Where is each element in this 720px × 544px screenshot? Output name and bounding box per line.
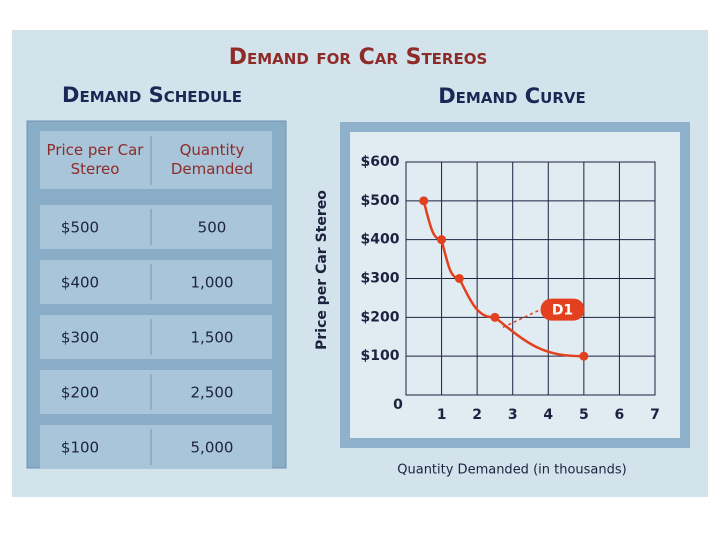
cell-text: 1,000 [191, 274, 234, 292]
header-wrap: Price per Car Stereo [46, 141, 144, 178]
x-tick-label: 3 [508, 407, 518, 423]
header-text: Quantity Demanded [170, 141, 254, 178]
row-cell [40, 315, 272, 359]
data-point [419, 196, 429, 206]
y-tick-label: $100 [361, 348, 400, 364]
x-tick-label: 5 [579, 407, 589, 423]
row-cell [40, 205, 272, 249]
header-text: Price per Car Stereo [46, 141, 144, 178]
y-tick-label: $600 [361, 154, 400, 170]
cell-text: 2,500 [191, 384, 234, 402]
chart-title: Demand Curve [438, 84, 586, 108]
y-tick-label: 0 [393, 397, 403, 413]
x-tick-label: 1 [437, 407, 447, 423]
data-point [579, 351, 589, 361]
demand-curve [422, 200, 584, 358]
schedule-title: Demand Schedule [62, 83, 242, 107]
header-cell [40, 131, 272, 189]
label-box [540, 298, 585, 321]
cell-text: 1,500 [191, 329, 234, 347]
plot-panel [350, 132, 680, 438]
cell-text: 5,000 [191, 439, 234, 457]
y-tick-label: $500 [361, 193, 400, 209]
page-title: Demand for Car Stereos [229, 45, 488, 70]
cell-text: 500 [198, 219, 227, 237]
x-tick-label: 7 [650, 407, 660, 423]
cell-text: $300 [61, 329, 99, 347]
cell-text: $200 [61, 384, 99, 402]
data-point [490, 312, 500, 322]
y-axis-label: Price per Car Stereo [314, 190, 330, 350]
y-tick-label: $300 [361, 271, 400, 287]
data-point [454, 274, 464, 283]
y-tick-label: $200 [361, 309, 400, 325]
row-cell [40, 370, 272, 414]
cell-text: $500 [61, 219, 99, 237]
data-point [437, 235, 447, 245]
x-tick-label: 2 [472, 407, 482, 423]
label-leader [502, 308, 541, 329]
x-tick-label: 6 [615, 407, 625, 423]
x-tick-label: 4 [543, 407, 553, 423]
header-wrap: Quantity Demanded [170, 141, 254, 178]
x-axis-label: Quantity Demanded (in thousands) [397, 463, 626, 478]
cell-text: $100 [61, 439, 99, 457]
cell-text: $400 [61, 274, 99, 292]
row-cell [40, 425, 272, 469]
row-cell [40, 260, 272, 304]
series-label: D1 [552, 303, 573, 319]
y-tick-label: $400 [361, 232, 400, 248]
